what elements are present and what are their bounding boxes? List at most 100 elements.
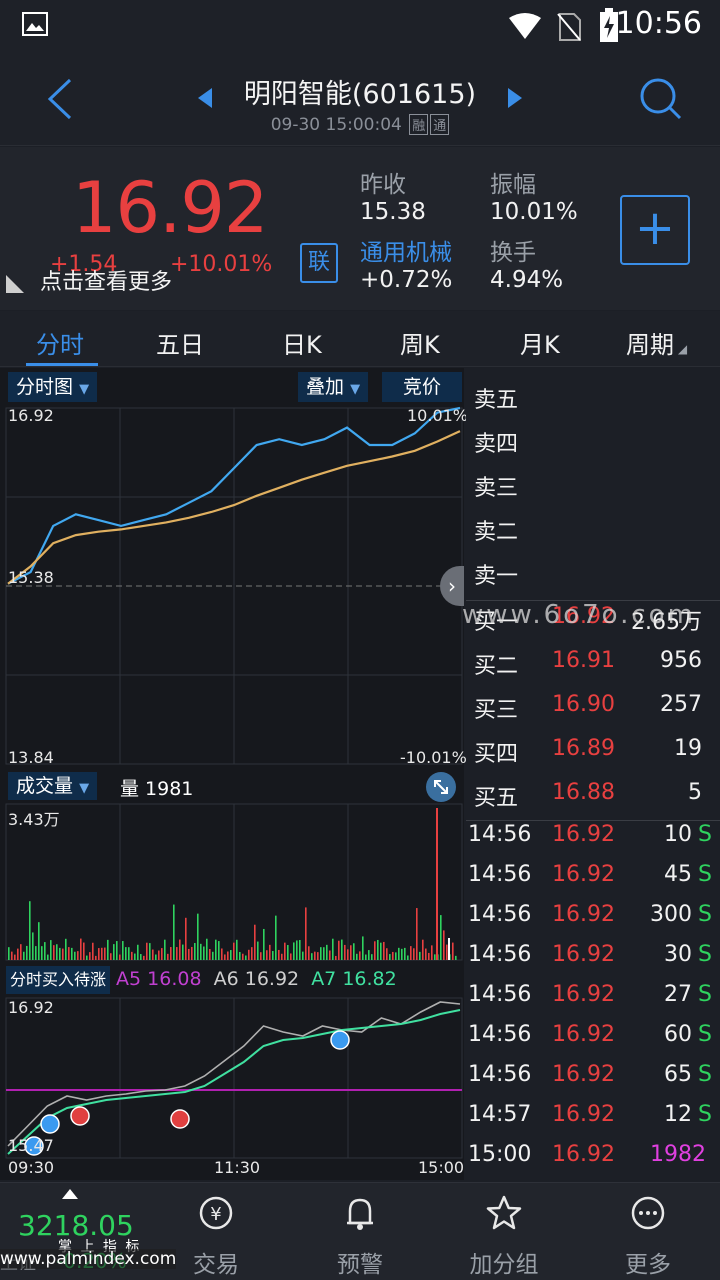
volume-bar — [185, 917, 187, 960]
volume-bar — [191, 946, 193, 960]
volume-bar — [86, 955, 88, 960]
volume-bar — [209, 948, 211, 960]
trade-row: 14:56 16.92 60 S — [466, 1022, 720, 1062]
trade-side: S — [698, 1022, 712, 1047]
tab-monthly-k[interactable]: 月K — [520, 331, 560, 359]
volume-dropdown[interactable]: 成交量 ▼ — [8, 772, 98, 800]
trade-volume: 45 — [664, 862, 692, 887]
trade-time: 14:56 — [468, 1062, 532, 1087]
average-price-line — [7, 430, 461, 585]
volume-bar — [374, 941, 376, 960]
volume-bar — [446, 944, 448, 960]
volume-bar — [59, 947, 61, 960]
volume-bar — [296, 940, 298, 960]
volume-bar — [23, 951, 25, 960]
prev-close-label: 昨收 — [360, 172, 406, 198]
book-divider — [466, 600, 720, 601]
volume-bar — [338, 940, 340, 960]
back-icon[interactable] — [44, 78, 74, 120]
ask-label: 卖二 — [474, 520, 519, 545]
volume-bar — [146, 942, 148, 960]
next-stock-icon[interactable] — [506, 88, 522, 108]
volume-bar — [116, 941, 118, 960]
bid-row: 买四 16.89 19 — [466, 736, 720, 780]
volume-bar — [98, 948, 100, 960]
volume-chart — [5, 803, 463, 961]
volume-bar — [404, 947, 406, 960]
amplitude-value: 10.01% — [490, 199, 578, 225]
nav-more[interactable]: 更多 — [576, 1183, 720, 1280]
fullscreen-icon[interactable] — [426, 772, 456, 802]
volume-bar — [158, 950, 160, 960]
bid-row: 买三 16.90 257 — [466, 692, 720, 736]
volume-bar — [248, 949, 250, 960]
volume-bar — [167, 953, 169, 960]
a5-value: 16.08 — [147, 968, 202, 990]
auction-button[interactable]: 竞价 — [382, 372, 462, 402]
chart-type-dropdown[interactable]: 分时图 ▼ — [8, 372, 98, 402]
bid-row: 买五 16.88 5 — [466, 780, 720, 824]
order-book: 卖五 卖四 卖三 卖二 卖一 买一 16.92 2.65万 买二 16.91 956 买… — [466, 368, 720, 1180]
volume-bar — [224, 954, 226, 960]
linked-sector-button[interactable]: 联 — [300, 243, 338, 283]
sector-link[interactable]: 通用机械 — [360, 240, 452, 266]
volume-bar — [299, 940, 301, 960]
volume-bar — [107, 939, 109, 960]
signal-marker — [170, 1109, 190, 1129]
trade-time: 14:56 — [468, 862, 532, 887]
chart-area[interactable]: 分时图 ▼ 叠加 ▼ 竞价 16.92 10.01% 15.38 13.84 -… — [0, 368, 468, 1180]
volume-bar — [134, 953, 136, 960]
tab-intraday[interactable]: 分时 — [36, 331, 84, 359]
prev-stock-icon[interactable] — [198, 88, 214, 108]
volume-bar — [68, 947, 70, 960]
tab-weekly-k[interactable]: 周K — [400, 331, 440, 359]
volume-bar — [254, 924, 256, 960]
overlay-dropdown[interactable]: 叠加 ▼ — [298, 372, 369, 402]
chevron-down-icon: ▼ — [350, 382, 361, 397]
price-low-label: 13.84 — [8, 748, 54, 767]
prev-close-value: 15.38 — [360, 199, 426, 225]
volume-bar — [389, 954, 391, 960]
volume-bar — [53, 945, 55, 960]
volume-bar — [326, 944, 328, 960]
volume-bar — [317, 952, 319, 960]
signal-marker — [330, 1030, 350, 1050]
search-icon[interactable] — [638, 76, 682, 120]
indicator-chart — [5, 997, 463, 1159]
nav-watchlist-label: 加分组 — [469, 1252, 539, 1278]
change-amount: +1.54 — [50, 252, 118, 277]
ask-row: 卖一 — [466, 558, 720, 602]
price-chart[interactable] — [0, 404, 464, 768]
tab-five-day[interactable]: 五日 — [156, 331, 204, 359]
indicator-selector[interactable]: 分时买入待涨 — [6, 966, 111, 994]
volume-bar — [275, 915, 277, 960]
volume-bar — [176, 947, 178, 960]
volume-bar — [128, 947, 130, 960]
volume-bar — [302, 951, 304, 960]
trade-time: 14:56 — [468, 822, 532, 847]
tab-daily-k[interactable]: 日K — [282, 331, 322, 359]
add-watchlist-button[interactable]: + — [620, 195, 690, 265]
trade-side: S — [698, 862, 712, 887]
volume-bar — [143, 955, 145, 960]
volume-bar — [380, 942, 382, 960]
gallery-icon — [22, 12, 48, 36]
trade-time: 15:00 — [468, 1142, 532, 1167]
tab-period[interactable]: 周期 ◢ — [626, 325, 687, 360]
trade-price: 16.92 — [552, 902, 615, 927]
trade-row: 14:57 16.92 12 S — [466, 1102, 720, 1142]
volume-bar — [101, 947, 103, 960]
nav-watchlist[interactable]: 加分组 — [432, 1183, 576, 1280]
volume-bar — [455, 955, 457, 960]
volume-bar — [122, 941, 124, 960]
nav-trade[interactable]: ¥ 交易 — [144, 1183, 288, 1280]
nav-alert[interactable]: 预警 — [288, 1183, 432, 1280]
volume-bar — [8, 947, 10, 960]
volume-bar — [242, 953, 244, 960]
trade-volume: 10 — [664, 822, 692, 847]
trade-row: 14:56 16.92 45 S — [466, 862, 720, 902]
more-info-link[interactable]: 点击查看更多 — [40, 270, 173, 295]
signal-marker — [24, 1136, 44, 1156]
volume-bar — [290, 953, 292, 960]
more-icon — [631, 1196, 665, 1230]
